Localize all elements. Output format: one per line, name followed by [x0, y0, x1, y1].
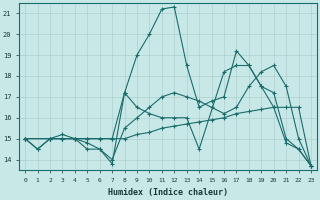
X-axis label: Humidex (Indice chaleur): Humidex (Indice chaleur)	[108, 188, 228, 197]
